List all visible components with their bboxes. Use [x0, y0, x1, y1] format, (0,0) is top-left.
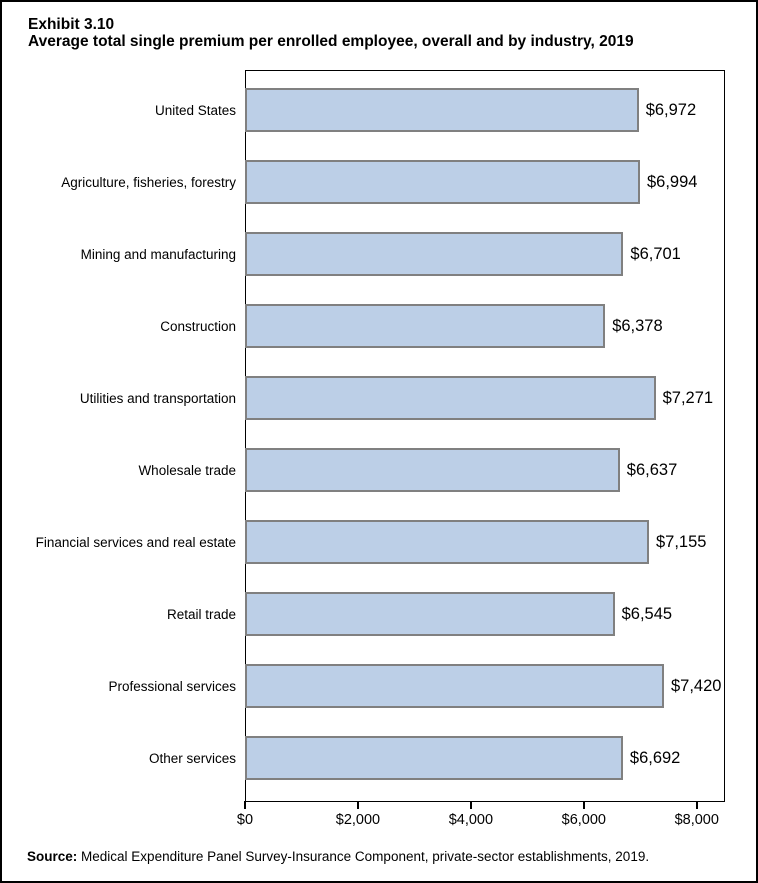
value-label: $7,271 — [662, 388, 714, 407]
bar-row: Other services $6,692 — [0, 722, 756, 794]
x-tick — [583, 801, 585, 809]
category-label: Construction — [160, 318, 236, 334]
value-label: $7,420 — [671, 676, 722, 695]
bar — [245, 520, 649, 564]
value-label: $6,378 — [612, 316, 663, 335]
value-label: $6,701 — [630, 244, 681, 263]
category-label: Utilities and transportation — [79, 390, 236, 406]
source-note: Source: Medical Expenditure Panel Survey… — [27, 849, 649, 864]
category-label: Other services — [148, 750, 236, 766]
x-tick-label: $8,000 — [674, 812, 719, 828]
bar-row: Construction $6,378 — [0, 290, 756, 362]
bars-rows: United States $6,972 Agriculture, fisherie… — [0, 74, 756, 794]
category-label: Financial services and real estate — [35, 534, 236, 550]
value-label: $6,972 — [645, 100, 697, 119]
bar-row: Professional services $7,420 — [0, 650, 756, 722]
exhibit-number: Exhibit 3.10 — [28, 16, 115, 33]
bar — [245, 736, 623, 780]
bar-row: Wholesale trade $6,637 — [0, 434, 756, 506]
x-tick — [244, 801, 246, 809]
bar — [245, 592, 615, 636]
bar — [245, 232, 624, 276]
value-label: $6,637 — [626, 460, 678, 479]
value-label: $6,692 — [629, 748, 681, 767]
bar — [245, 88, 639, 132]
category-label: Mining and manufacturing — [80, 246, 236, 262]
x-tick-label: $6,000 — [561, 812, 606, 828]
source-label: Source: — [27, 849, 78, 864]
category-label: Retail trade — [166, 606, 236, 622]
x-tick — [696, 801, 698, 809]
bar — [245, 304, 606, 348]
value-label: $7,155 — [656, 532, 707, 551]
x-tick — [357, 801, 359, 809]
bar — [245, 160, 640, 204]
source-text: Medical Expenditure Panel Survey-Insuran… — [81, 849, 650, 864]
category-label: Professional services — [108, 678, 236, 694]
bar-row: Utilities and transportation $7,271 — [0, 362, 756, 434]
x-tick-label: $2,000 — [335, 812, 381, 828]
bar — [245, 448, 620, 492]
category-label: Agriculture, fisheries, forestry — [61, 174, 236, 190]
plot-area — [245, 70, 725, 802]
category-label: United States — [154, 102, 236, 118]
x-tick-label: $0 — [236, 812, 254, 828]
chart-title-text: Average total single premium per enrolle… — [28, 33, 634, 50]
bar-row: Mining and manufacturing $6,701 — [0, 218, 756, 290]
value-label: $6,994 — [647, 172, 698, 191]
x-tick — [470, 801, 472, 809]
category-label: Wholesale trade — [138, 462, 236, 478]
bar-row: United States $6,972 — [0, 74, 756, 146]
bar-row: Retail trade $6,545 — [0, 578, 756, 650]
x-tick-label: $4,000 — [448, 812, 494, 828]
bar-row: Financial services and real estate $7,155 — [0, 506, 756, 578]
chart-title: Exhibit 3.10 Average total single premiu… — [28, 16, 634, 50]
value-label: $6,545 — [621, 604, 673, 623]
bar — [245, 376, 656, 420]
bar — [245, 664, 664, 708]
bar-row: Agriculture, fisheries, forestry $6,994 — [0, 146, 756, 218]
